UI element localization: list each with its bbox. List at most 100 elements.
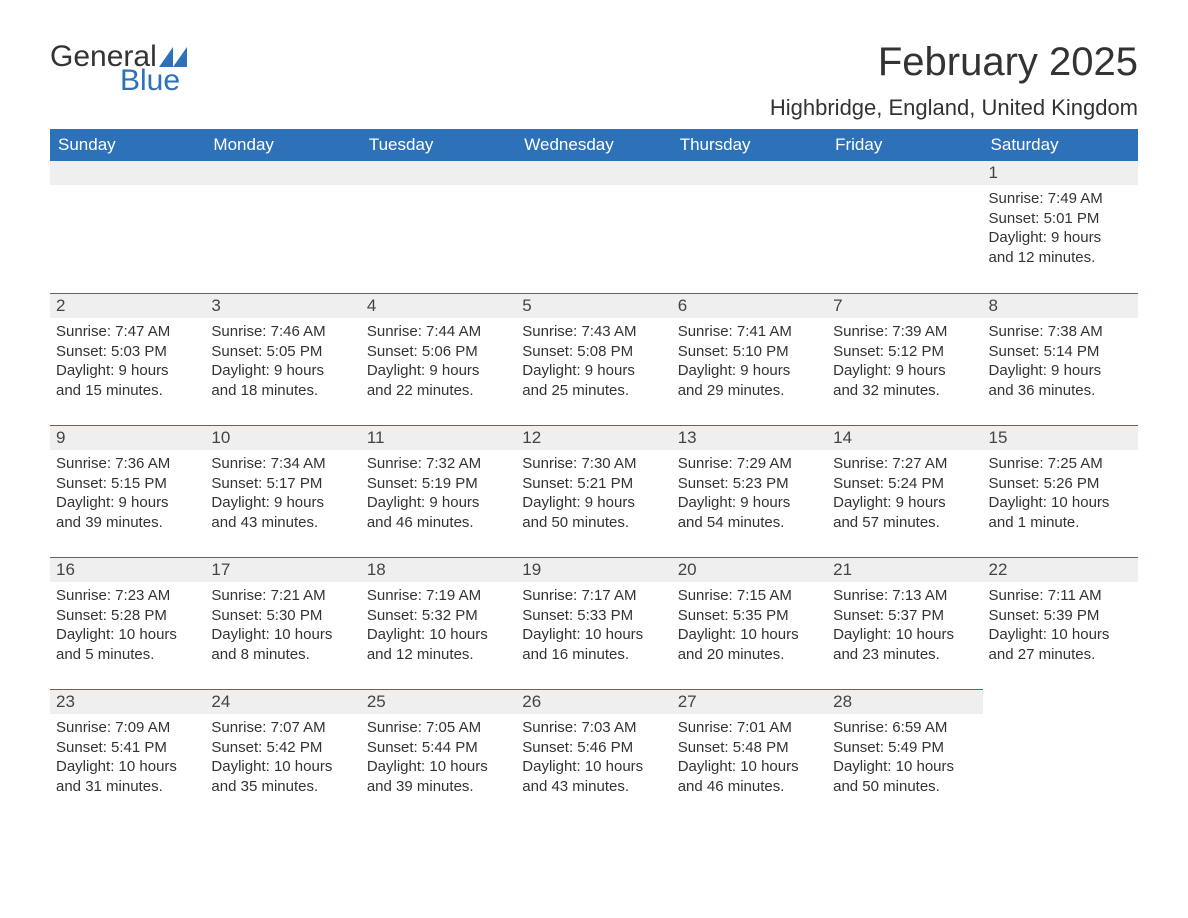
day-number-bar: 26 xyxy=(516,689,671,714)
calendar-week-row: 2Sunrise: 7:47 AMSunset: 5:03 PMDaylight… xyxy=(50,293,1138,425)
sunset-line: Sunset: 5:39 PM xyxy=(989,606,1132,626)
day-number-bar: 2 xyxy=(50,293,205,318)
daylight-line-2: and 23 minutes. xyxy=(833,645,976,665)
daylight-line-1: Daylight: 10 hours xyxy=(367,625,510,645)
day-number-bar: 16 xyxy=(50,557,205,582)
sunrise-line: Sunrise: 7:34 AM xyxy=(211,454,354,474)
daylight-line-1: Daylight: 9 hours xyxy=(678,361,821,381)
calendar-day-cell: 20Sunrise: 7:15 AMSunset: 5:35 PMDayligh… xyxy=(672,557,827,689)
sunset-line: Sunset: 5:42 PM xyxy=(211,738,354,758)
sunrise-line: Sunrise: 7:07 AM xyxy=(211,718,354,738)
day-number-bar: 24 xyxy=(205,689,360,714)
month-title: February 2025 xyxy=(770,40,1138,85)
daylight-line-2: and 39 minutes. xyxy=(56,513,199,533)
daylight-line-2: and 31 minutes. xyxy=(56,777,199,797)
daylight-line-2: and 15 minutes. xyxy=(56,381,199,401)
sunrise-line: Sunrise: 7:15 AM xyxy=(678,586,821,606)
sunrise-line: Sunrise: 7:25 AM xyxy=(989,454,1132,474)
day-body: Sunrise: 7:21 AMSunset: 5:30 PMDaylight:… xyxy=(205,582,360,672)
day-number-bar: 22 xyxy=(983,557,1138,582)
calendar-day-cell: 6Sunrise: 7:41 AMSunset: 5:10 PMDaylight… xyxy=(672,293,827,425)
daylight-line-2: and 5 minutes. xyxy=(56,645,199,665)
daylight-line-2: and 12 minutes. xyxy=(367,645,510,665)
day-number-bar: 6 xyxy=(672,293,827,318)
daylight-line-2: and 8 minutes. xyxy=(211,645,354,665)
sunrise-line: Sunrise: 7:32 AM xyxy=(367,454,510,474)
day-number-bar-empty xyxy=(205,161,360,185)
calendar-day-cell: 18Sunrise: 7:19 AMSunset: 5:32 PMDayligh… xyxy=(361,557,516,689)
sunset-line: Sunset: 5:35 PM xyxy=(678,606,821,626)
daylight-line-1: Daylight: 9 hours xyxy=(367,493,510,513)
daylight-line-2: and 54 minutes. xyxy=(678,513,821,533)
day-body: Sunrise: 7:09 AMSunset: 5:41 PMDaylight:… xyxy=(50,714,205,804)
day-number-bar: 4 xyxy=(361,293,516,318)
calendar-day-cell: 17Sunrise: 7:21 AMSunset: 5:30 PMDayligh… xyxy=(205,557,360,689)
day-number-bar: 27 xyxy=(672,689,827,714)
daylight-line-2: and 20 minutes. xyxy=(678,645,821,665)
daylight-line-2: and 50 minutes. xyxy=(522,513,665,533)
daylight-line-1: Daylight: 9 hours xyxy=(56,361,199,381)
calendar-header-cell: Wednesday xyxy=(516,129,671,161)
calendar-day-cell: 28Sunrise: 6:59 AMSunset: 5:49 PMDayligh… xyxy=(827,689,982,821)
day-number-bar: 25 xyxy=(361,689,516,714)
calendar-body: 1Sunrise: 7:49 AMSunset: 5:01 PMDaylight… xyxy=(50,161,1138,821)
day-number-bar: 18 xyxy=(361,557,516,582)
daylight-line-2: and 29 minutes. xyxy=(678,381,821,401)
sunset-line: Sunset: 5:12 PM xyxy=(833,342,976,362)
daylight-line-2: and 50 minutes. xyxy=(833,777,976,797)
day-body: Sunrise: 7:13 AMSunset: 5:37 PMDaylight:… xyxy=(827,582,982,672)
sunrise-line: Sunrise: 7:21 AM xyxy=(211,586,354,606)
sunrise-line: Sunrise: 7:39 AM xyxy=(833,322,976,342)
calendar-day-cell: 9Sunrise: 7:36 AMSunset: 5:15 PMDaylight… xyxy=(50,425,205,557)
calendar-week-row: 16Sunrise: 7:23 AMSunset: 5:28 PMDayligh… xyxy=(50,557,1138,689)
daylight-line-1: Daylight: 10 hours xyxy=(678,757,821,777)
sunset-line: Sunset: 5:37 PM xyxy=(833,606,976,626)
daylight-line-2: and 16 minutes. xyxy=(522,645,665,665)
calendar-day-cell: 3Sunrise: 7:46 AMSunset: 5:05 PMDaylight… xyxy=(205,293,360,425)
calendar-week-row: 9Sunrise: 7:36 AMSunset: 5:15 PMDaylight… xyxy=(50,425,1138,557)
sunrise-line: Sunrise: 7:17 AM xyxy=(522,586,665,606)
day-body: Sunrise: 7:01 AMSunset: 5:48 PMDaylight:… xyxy=(672,714,827,804)
sunset-line: Sunset: 5:17 PM xyxy=(211,474,354,494)
sunset-line: Sunset: 5:26 PM xyxy=(989,474,1132,494)
day-number-bar: 17 xyxy=(205,557,360,582)
calendar-day-cell: 15Sunrise: 7:25 AMSunset: 5:26 PMDayligh… xyxy=(983,425,1138,557)
calendar-day-cell: 13Sunrise: 7:29 AMSunset: 5:23 PMDayligh… xyxy=(672,425,827,557)
daylight-line-2: and 36 minutes. xyxy=(989,381,1132,401)
sunset-line: Sunset: 5:24 PM xyxy=(833,474,976,494)
daylight-line-2: and 43 minutes. xyxy=(211,513,354,533)
calendar-day-cell xyxy=(205,161,360,293)
day-body: Sunrise: 7:41 AMSunset: 5:10 PMDaylight:… xyxy=(672,318,827,408)
sunrise-line: Sunrise: 7:03 AM xyxy=(522,718,665,738)
sunset-line: Sunset: 5:05 PM xyxy=(211,342,354,362)
daylight-line-2: and 22 minutes. xyxy=(367,381,510,401)
sunrise-line: Sunrise: 7:38 AM xyxy=(989,322,1132,342)
day-body: Sunrise: 7:27 AMSunset: 5:24 PMDaylight:… xyxy=(827,450,982,540)
daylight-line-1: Daylight: 10 hours xyxy=(522,625,665,645)
day-number-bar: 20 xyxy=(672,557,827,582)
daylight-line-2: and 12 minutes. xyxy=(989,248,1132,268)
day-body: Sunrise: 6:59 AMSunset: 5:49 PMDaylight:… xyxy=(827,714,982,804)
calendar-day-cell: 22Sunrise: 7:11 AMSunset: 5:39 PMDayligh… xyxy=(983,557,1138,689)
day-number-bar: 14 xyxy=(827,425,982,450)
calendar-header-cell: Tuesday xyxy=(361,129,516,161)
sunrise-line: Sunrise: 7:05 AM xyxy=(367,718,510,738)
calendar-day-cell: 4Sunrise: 7:44 AMSunset: 5:06 PMDaylight… xyxy=(361,293,516,425)
day-body: Sunrise: 7:25 AMSunset: 5:26 PMDaylight:… xyxy=(983,450,1138,540)
daylight-line-1: Daylight: 9 hours xyxy=(833,361,976,381)
day-body: Sunrise: 7:49 AMSunset: 5:01 PMDaylight:… xyxy=(983,185,1138,275)
daylight-line-1: Daylight: 10 hours xyxy=(989,625,1132,645)
day-body: Sunrise: 7:15 AMSunset: 5:35 PMDaylight:… xyxy=(672,582,827,672)
day-body: Sunrise: 7:34 AMSunset: 5:17 PMDaylight:… xyxy=(205,450,360,540)
sunrise-line: Sunrise: 7:29 AM xyxy=(678,454,821,474)
day-body: Sunrise: 7:11 AMSunset: 5:39 PMDaylight:… xyxy=(983,582,1138,672)
daylight-line-1: Daylight: 9 hours xyxy=(989,228,1132,248)
sunset-line: Sunset: 5:03 PM xyxy=(56,342,199,362)
sunset-line: Sunset: 5:10 PM xyxy=(678,342,821,362)
day-number-bar: 3 xyxy=(205,293,360,318)
day-number-bar-empty xyxy=(50,161,205,185)
calendar-day-cell: 23Sunrise: 7:09 AMSunset: 5:41 PMDayligh… xyxy=(50,689,205,821)
header: General Blue February 2025 Highbridge, E… xyxy=(50,40,1138,121)
calendar-day-cell: 10Sunrise: 7:34 AMSunset: 5:17 PMDayligh… xyxy=(205,425,360,557)
sunset-line: Sunset: 5:15 PM xyxy=(56,474,199,494)
